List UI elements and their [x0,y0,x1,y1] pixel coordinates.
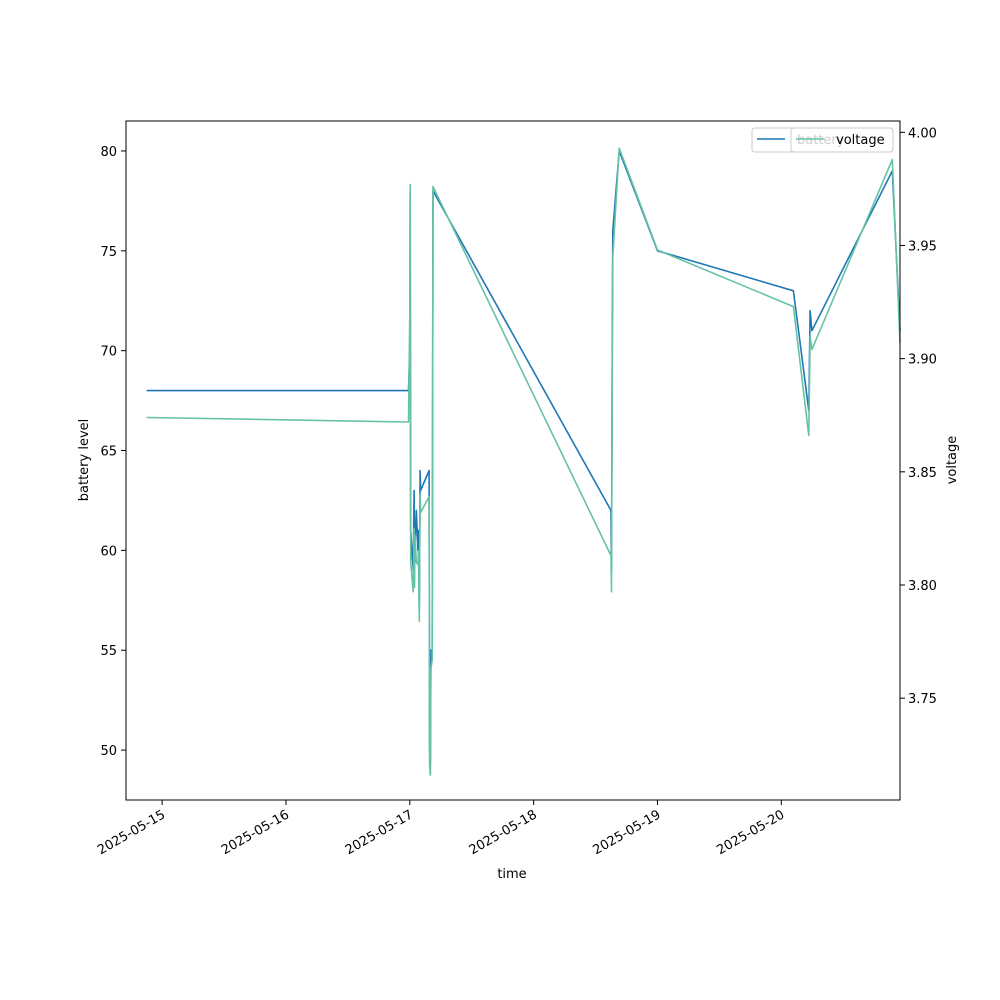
y-axis-right-title: voltage [945,436,960,485]
y-left-tick-label: 50 [100,744,117,759]
y-left-tick-label: 55 [100,644,117,659]
y-left-tick-label: 60 [100,544,117,559]
y-right-tick-label: 3.75 [908,692,937,707]
y-left-tick-label: 65 [100,445,117,460]
legend-box [790,127,894,153]
plot-frame [125,120,901,801]
y-right-tick-label: 3.85 [908,466,937,481]
y-axis-right: 3.75 3.80 3.85 3.90 3.95 4.00 [900,126,937,707]
x-axis-title: time [497,867,526,882]
y-axis-left: 50 55 60 65 70 75 80 [100,145,126,759]
legend-right-axis: voltage [790,127,894,153]
y-left-tick-label: 80 [100,145,117,160]
y-right-tick-label: 3.90 [908,353,937,368]
y-right-tick-label: 3.95 [908,239,937,254]
y-left-tick-label: 75 [100,245,117,260]
y-right-tick-label: 4.00 [908,126,937,141]
y-right-tick-label: 3.80 [908,579,937,594]
series-layer [146,147,901,776]
legend-label: voltage [836,133,885,148]
y-axis-left-title: battery level [77,419,92,502]
y-left-tick-label: 70 [100,345,117,360]
series-line-voltage [146,147,901,776]
